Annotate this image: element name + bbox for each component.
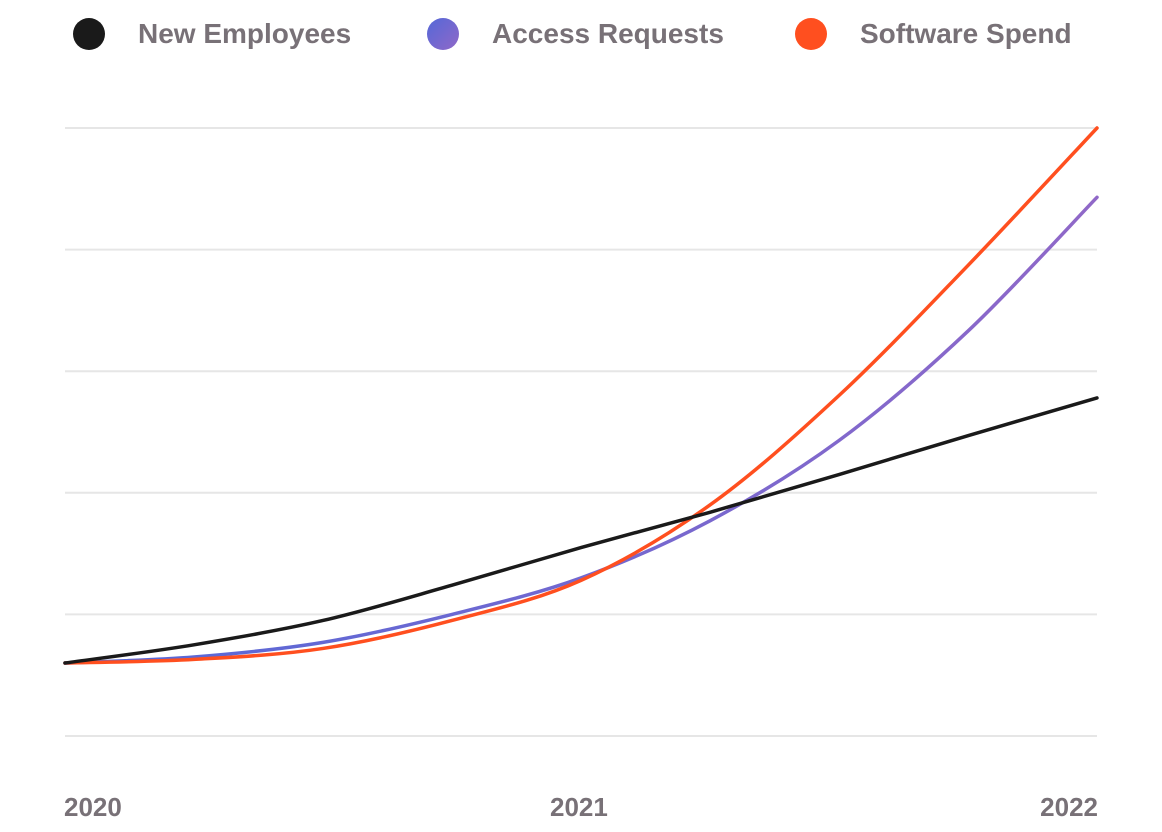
series-line-software-spend (63, 126, 1099, 665)
legend-label: Access Requests (492, 18, 724, 49)
x-tick-label: 2020 (64, 792, 122, 822)
legend-item-software-spend[interactable]: Software Spend (795, 14, 1072, 54)
legend-dot-icon (73, 18, 105, 50)
legend-dot-icon (795, 18, 827, 50)
legend-label: Software Spend (860, 18, 1072, 49)
series-line-new-employees (63, 396, 1099, 665)
legend-label: New Employees (138, 18, 352, 49)
x-tick-label: 2022 (1040, 792, 1098, 822)
legend-dot-icon (427, 18, 459, 50)
legend-item-access-requests[interactable]: Access Requests (427, 14, 724, 54)
x-tick-label: 2021 (550, 792, 608, 822)
chart-legend: New Employees Access Requests Software S… (0, 14, 1162, 54)
series-line-access-requests (63, 195, 1099, 665)
legend-item-new-employees[interactable]: New Employees (73, 14, 351, 54)
